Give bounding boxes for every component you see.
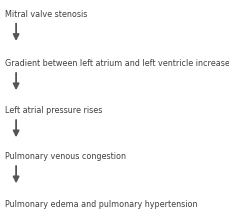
Text: Mitral valve stenosis: Mitral valve stenosis <box>5 10 87 19</box>
Text: Left atrial pressure rises: Left atrial pressure rises <box>5 106 101 115</box>
Text: Pulmonary venous congestion: Pulmonary venous congestion <box>5 152 125 161</box>
Text: Gradient between left atrium and left ventricle increases: Gradient between left atrium and left ve… <box>5 59 229 68</box>
Text: Pulmonary edema and pulmonary hypertension: Pulmonary edema and pulmonary hypertensi… <box>5 200 196 209</box>
